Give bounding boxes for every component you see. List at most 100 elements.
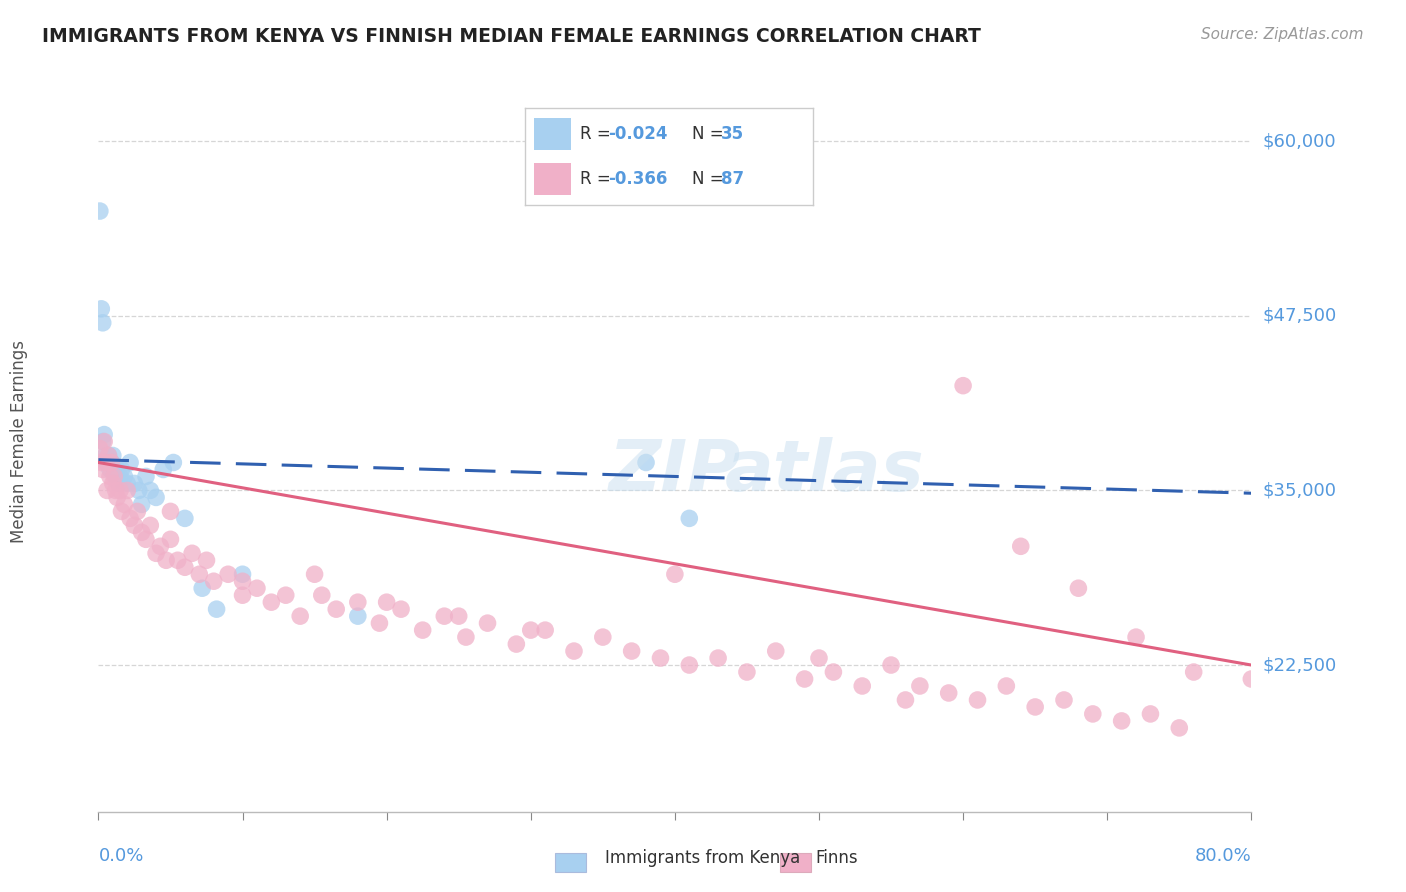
- Point: [96, 483, 118, 498]
- Point: [131, 525, 153, 540]
- Point: [808, 651, 831, 665]
- Point: [205, 602, 228, 616]
- Point: [433, 609, 456, 624]
- Point: [290, 609, 312, 624]
- Point: [124, 518, 146, 533]
- Point: [97, 449, 120, 463]
- Point: [174, 511, 197, 525]
- Point: [191, 581, 214, 595]
- Point: [98, 469, 121, 483]
- Point: [159, 533, 181, 547]
- Point: [110, 462, 132, 476]
- Point: [90, 455, 112, 469]
- Text: $22,500: $22,500: [1263, 656, 1337, 674]
- Point: [202, 574, 225, 589]
- Point: [1240, 672, 1263, 686]
- Point: [89, 204, 111, 219]
- Point: [155, 553, 177, 567]
- Text: $47,500: $47,500: [1263, 307, 1337, 325]
- Point: [188, 567, 211, 582]
- Point: [104, 483, 127, 498]
- Point: [368, 616, 391, 631]
- Point: [735, 665, 758, 679]
- Point: [110, 504, 132, 518]
- Point: [260, 595, 283, 609]
- Point: [650, 651, 672, 665]
- Point: [447, 609, 470, 624]
- Point: [139, 518, 162, 533]
- Point: [1168, 721, 1191, 735]
- Point: [1010, 539, 1032, 553]
- Point: [152, 462, 174, 476]
- Point: [1053, 693, 1076, 707]
- Point: [135, 533, 157, 547]
- Point: [131, 497, 153, 511]
- Point: [127, 504, 149, 518]
- Point: [534, 623, 557, 637]
- Point: [98, 462, 121, 476]
- Point: [181, 546, 204, 560]
- Text: Median Female Earnings: Median Female Earnings: [10, 340, 28, 543]
- Point: [304, 567, 326, 582]
- Point: [454, 630, 477, 644]
- Point: [375, 595, 398, 609]
- Point: [505, 637, 527, 651]
- Point: [851, 679, 873, 693]
- Point: [1139, 706, 1161, 721]
- Point: [112, 497, 135, 511]
- Point: [120, 455, 142, 469]
- Text: Finns: Finns: [815, 849, 858, 867]
- Point: [765, 644, 787, 658]
- Point: [94, 449, 117, 463]
- Point: [562, 644, 585, 658]
- Point: [117, 476, 139, 491]
- Text: Source: ZipAtlas.com: Source: ZipAtlas.com: [1201, 27, 1364, 42]
- Point: [120, 511, 142, 525]
- Point: [1067, 581, 1090, 595]
- Point: [274, 588, 297, 602]
- Point: [94, 455, 117, 469]
- Point: [246, 581, 269, 595]
- Point: [217, 567, 239, 582]
- Point: [135, 469, 157, 483]
- Point: [108, 483, 131, 498]
- Point: [117, 483, 139, 498]
- Point: [91, 316, 114, 330]
- Point: [412, 623, 434, 637]
- Point: [100, 455, 122, 469]
- Point: [166, 553, 188, 567]
- Point: [145, 491, 167, 505]
- Point: [149, 539, 172, 553]
- Point: [174, 560, 197, 574]
- Point: [100, 455, 122, 469]
- Point: [966, 693, 988, 707]
- Point: [97, 449, 120, 463]
- Point: [823, 665, 845, 679]
- Point: [678, 511, 700, 525]
- Point: [91, 462, 114, 476]
- Point: [346, 609, 368, 624]
- Point: [93, 427, 115, 442]
- Point: [231, 574, 254, 589]
- Point: [1111, 714, 1133, 728]
- Point: [231, 588, 254, 602]
- Point: [101, 476, 124, 491]
- Point: [105, 491, 128, 505]
- Text: Immigrants from Kenya: Immigrants from Kenya: [605, 849, 800, 867]
- Point: [793, 672, 815, 686]
- Point: [311, 588, 333, 602]
- Point: [231, 567, 254, 582]
- Point: [105, 462, 128, 476]
- Text: 80.0%: 80.0%: [1195, 847, 1251, 864]
- Point: [592, 630, 614, 644]
- Point: [636, 455, 658, 469]
- Point: [1125, 630, 1147, 644]
- Point: [1024, 700, 1046, 714]
- Point: [162, 455, 184, 469]
- Point: [107, 476, 129, 491]
- Point: [620, 644, 643, 658]
- Text: $60,000: $60,000: [1263, 132, 1337, 150]
- Point: [139, 483, 162, 498]
- Point: [159, 504, 181, 518]
- Point: [91, 434, 114, 449]
